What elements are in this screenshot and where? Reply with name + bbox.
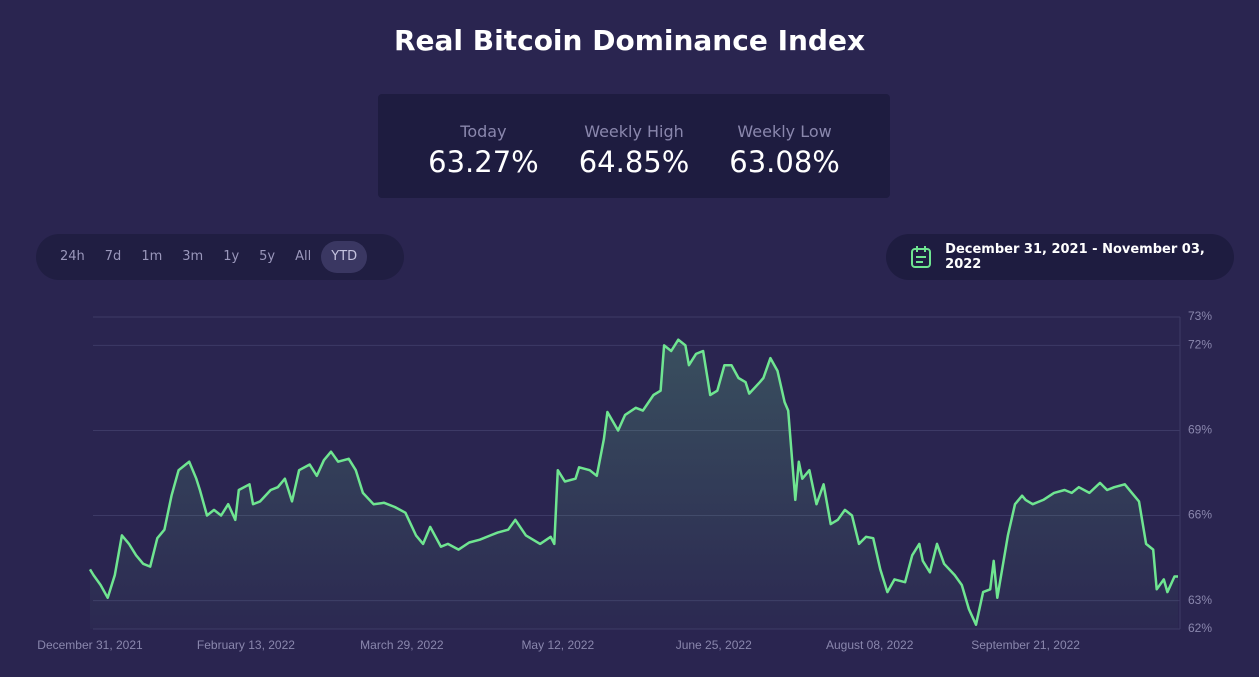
stat: Weekly Low 63.08% [729, 122, 840, 198]
stat-value: 64.85% [578, 145, 690, 179]
stat-value: 63.08% [729, 145, 840, 179]
range-button[interactable]: 24h [60, 249, 85, 264]
x-tick-label: August 08, 2022 [826, 638, 914, 652]
range-button[interactable]: All [295, 249, 312, 264]
range-button[interactable]: 3m [182, 249, 204, 264]
y-tick-label: 66% [1188, 508, 1212, 522]
stats-panel: Today 63.27% Weekly High 64.85% Weekly Low 63… [378, 94, 890, 198]
y-tick-label: 63% [1188, 593, 1212, 607]
range-button[interactable]: 1m [141, 249, 163, 264]
y-tick-label: 69% [1188, 423, 1212, 437]
date-range-picker[interactable]: December 31, 2021 - November 03, 2022 [886, 234, 1234, 280]
y-tick-label: 72% [1188, 338, 1212, 352]
page-title: Real Bitcoin Dominance Index [393, 24, 866, 57]
range-button[interactable]: 1y [223, 249, 240, 264]
range-selector: 24h 7d 1m 3m 1y 5y All YTD [36, 234, 404, 280]
date-range-text: December 31, 2021 - November 03, 2022 [945, 242, 1205, 272]
range-button[interactable]: YTD [321, 241, 368, 273]
x-tick-label: September 21, 2022 [971, 638, 1080, 652]
stat-value: 63.27% [428, 145, 539, 179]
area [90, 339, 1178, 629]
x-tick-label: March 29, 2022 [360, 638, 444, 652]
x-tick-label: December 31, 2021 [37, 638, 143, 652]
range-button[interactable]: 7d [104, 249, 122, 264]
stat: Weekly High 64.85% [579, 122, 690, 198]
x-tick-label: June 25, 2022 [676, 638, 752, 652]
x-tick-label: February 13, 2022 [197, 638, 295, 652]
range-button[interactable]: 5y [259, 249, 276, 264]
stat-label: Today [460, 122, 507, 141]
y-tick-label: 73% [1188, 309, 1212, 323]
x-tick-label: May 12, 2022 [521, 638, 594, 652]
stat-label: Weekly Low [737, 122, 832, 141]
stat: Today 63.27% [428, 122, 539, 198]
stat-label: Weekly High [584, 122, 684, 141]
calendar-icon [911, 246, 931, 268]
line [88, 338, 1178, 626]
y-tick-label: 62% [1188, 621, 1212, 635]
